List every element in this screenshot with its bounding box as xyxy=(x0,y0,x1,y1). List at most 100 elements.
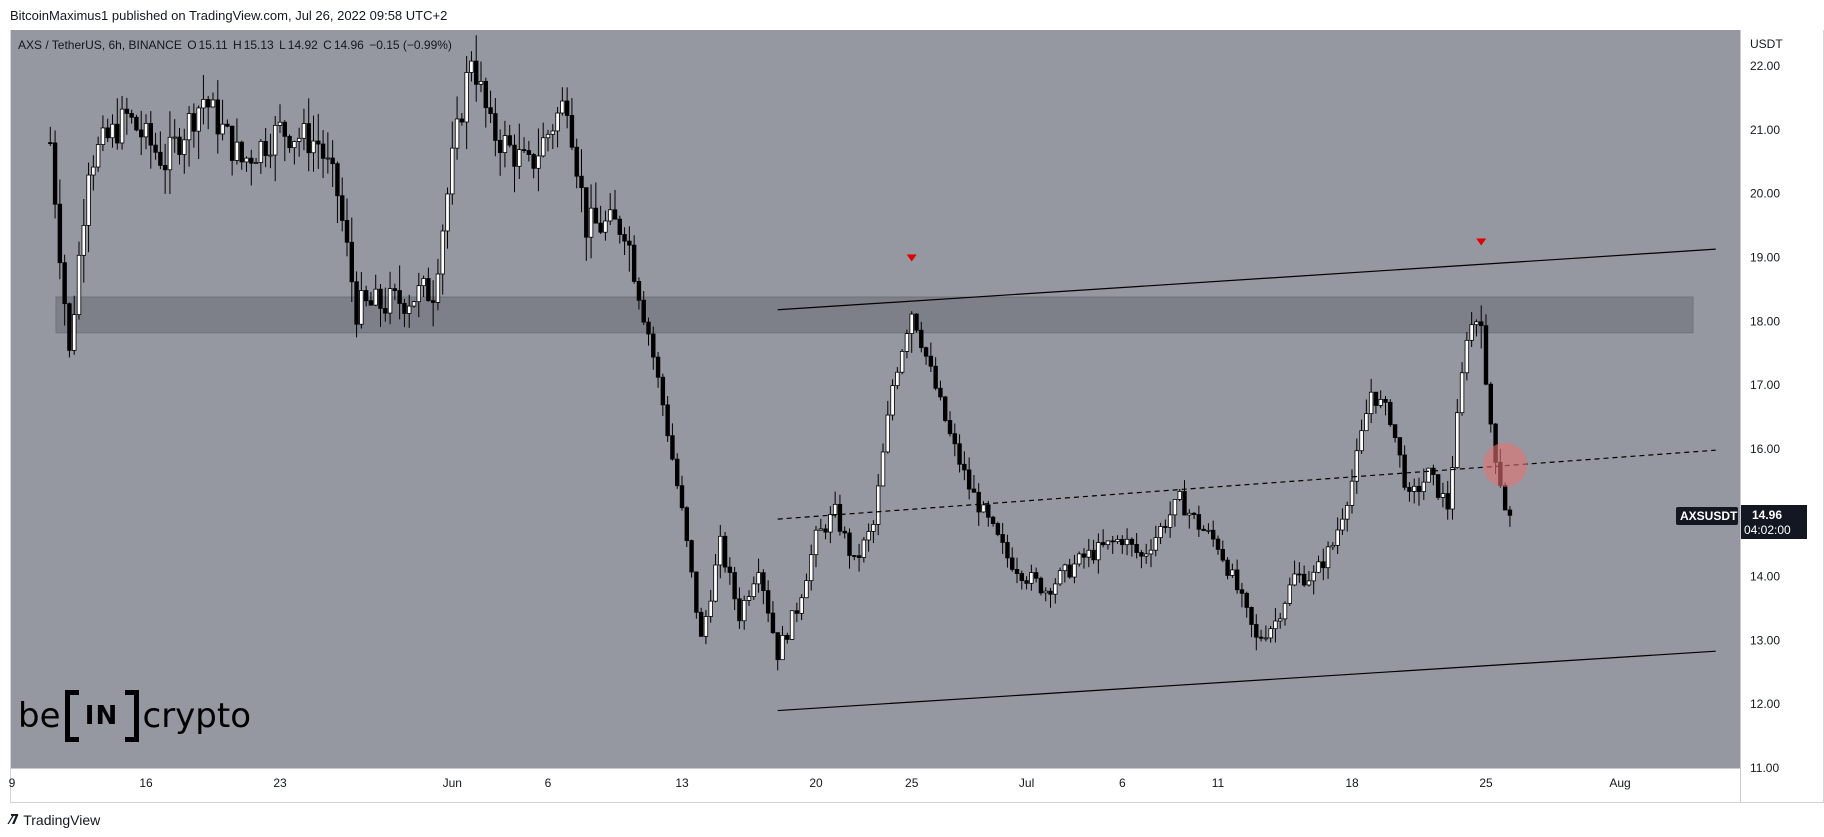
candle-body xyxy=(531,154,536,169)
legend-high-value: 15.13 xyxy=(243,38,274,52)
candle-body xyxy=(459,118,465,123)
candle-body xyxy=(1421,481,1426,493)
time-tick-label: 6 xyxy=(1119,776,1126,790)
candle-body xyxy=(1139,552,1144,557)
candle-body xyxy=(899,351,905,373)
time-tick-label: 20 xyxy=(809,776,823,790)
price-tick-label: 13.00 xyxy=(1750,633,1780,647)
candle-body xyxy=(186,113,192,141)
candle-body xyxy=(861,539,867,558)
candle-body xyxy=(493,113,498,141)
candle-body xyxy=(746,596,752,601)
brand-logo-left: be xyxy=(18,696,61,736)
candle-body xyxy=(474,60,479,85)
candle-body xyxy=(1182,491,1187,516)
candle-body xyxy=(1368,391,1374,415)
candle-body xyxy=(421,278,426,287)
candle-body xyxy=(277,121,283,126)
candle-body xyxy=(1024,580,1029,584)
legend-symbol[interactable]: AXS / TetherUS, 6h, BINANCE xyxy=(18,38,182,52)
candle-body xyxy=(1392,424,1398,438)
candle-body xyxy=(957,443,962,465)
candle-body xyxy=(282,121,287,137)
candle-body xyxy=(1330,544,1336,548)
candle-body xyxy=(464,72,469,123)
candle-body xyxy=(402,303,407,314)
candle-body xyxy=(1426,467,1431,483)
candle-body xyxy=(359,290,364,325)
midline-dashed[interactable] xyxy=(777,449,1716,520)
candle-body xyxy=(349,241,354,283)
candle-body xyxy=(1297,573,1302,576)
candle-body xyxy=(1412,485,1417,492)
price-tick-label: 21.00 xyxy=(1750,123,1780,137)
candle-body xyxy=(201,99,206,109)
candle-body xyxy=(1301,573,1307,586)
brand-logo-box: IN xyxy=(64,690,139,742)
tradingview-logo-icon: ⁄7 xyxy=(10,812,19,828)
candle-body xyxy=(1038,577,1044,594)
candle-body xyxy=(1364,413,1369,432)
time-axis[interactable] xyxy=(10,768,1740,803)
candle-body xyxy=(210,99,216,108)
candle-body xyxy=(1062,564,1068,572)
candle-body xyxy=(1048,590,1053,595)
candle-body xyxy=(1163,526,1168,528)
candle-body xyxy=(76,254,82,316)
time-tick-label: 25 xyxy=(1479,776,1493,790)
candle-body xyxy=(694,571,699,613)
candle-body xyxy=(818,528,823,531)
candle-body xyxy=(1019,573,1024,582)
candle-body xyxy=(1234,569,1240,591)
candle-body xyxy=(775,632,780,661)
candle-body xyxy=(363,290,369,302)
candle-body xyxy=(469,60,474,73)
candle-body xyxy=(368,300,374,306)
candle-body xyxy=(1096,542,1101,561)
candle-body xyxy=(933,365,938,389)
price-tick-label: 20.00 xyxy=(1750,187,1780,201)
candle-body xyxy=(617,218,622,235)
candle-body xyxy=(761,572,766,592)
legend-low-label: L xyxy=(279,38,286,52)
channel-lower-line[interactable] xyxy=(777,650,1716,712)
candle-body xyxy=(1177,491,1182,500)
candle-body xyxy=(880,451,886,487)
price-axis[interactable] xyxy=(1740,28,1824,803)
candle-body xyxy=(387,288,393,314)
candle-body xyxy=(1464,339,1470,374)
candle-body xyxy=(655,356,661,378)
candle-body xyxy=(904,333,910,352)
candle-body xyxy=(1033,572,1039,579)
legend-open-label: O xyxy=(187,38,197,52)
tradingview-footer[interactable]: ⁄7 TradingView xyxy=(10,812,100,828)
candle-body xyxy=(301,123,307,139)
candle-body xyxy=(440,230,445,275)
candle-body xyxy=(320,143,326,159)
candle-body xyxy=(1211,529,1216,540)
brand-logo-right: crypto xyxy=(142,696,252,736)
candle-body xyxy=(1124,538,1130,546)
resistance-zone[interactable] xyxy=(55,296,1694,334)
candle-body xyxy=(1014,569,1020,574)
candle-body xyxy=(1100,542,1106,546)
candle-body xyxy=(665,404,670,437)
candle-body xyxy=(627,240,632,246)
candle-body xyxy=(306,123,311,154)
candle-body xyxy=(770,612,776,634)
candle-body xyxy=(206,99,211,108)
candle-body xyxy=(488,107,493,115)
candle-body xyxy=(1345,504,1350,520)
plot-area[interactable] xyxy=(10,28,1740,768)
time-tick-label: 23 xyxy=(273,776,287,790)
channel-upper-line[interactable] xyxy=(777,248,1716,311)
candle-body xyxy=(1201,528,1206,531)
candle-body xyxy=(852,555,857,557)
candle-body xyxy=(1134,544,1139,553)
candle-body xyxy=(536,155,541,169)
candle-body xyxy=(1072,563,1077,578)
ticker-badge-label: AXSUSDT xyxy=(1680,509,1738,523)
candle-body xyxy=(105,127,110,139)
candle-body xyxy=(287,135,292,149)
